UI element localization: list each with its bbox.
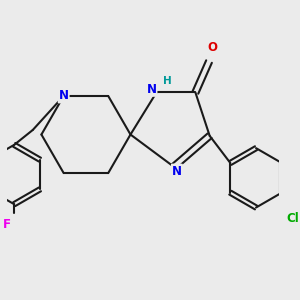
Text: O: O bbox=[207, 41, 217, 54]
Text: N: N bbox=[146, 83, 157, 96]
Text: F: F bbox=[3, 218, 11, 231]
Text: Cl: Cl bbox=[286, 212, 299, 225]
Text: H: H bbox=[163, 76, 172, 86]
Text: N: N bbox=[172, 164, 182, 178]
Text: N: N bbox=[59, 89, 69, 103]
